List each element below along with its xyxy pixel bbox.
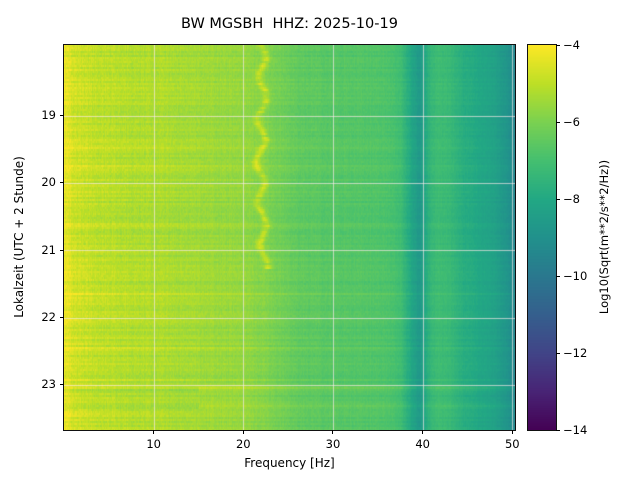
y-tick-mark	[60, 384, 64, 386]
x-tick-label: 20	[235, 437, 251, 451]
chart-title: BW MGSBH HHZ: 2025-10-19	[181, 16, 398, 32]
colorbar-tick-mark	[556, 121, 560, 123]
x-tick-label: 40	[415, 437, 430, 451]
colorbar-tick-label: −14	[563, 422, 588, 437]
y-tick-mark	[60, 249, 64, 251]
x-tick-mark	[332, 430, 334, 434]
y-tick-label: 19	[41, 108, 56, 123]
x-tick-label: 10	[146, 437, 161, 451]
x-tick-label: 30	[325, 437, 341, 451]
colorbar-tick-mark	[556, 275, 560, 277]
colorbar-tick-label: −10	[563, 268, 588, 283]
colorbar-tick-mark	[556, 429, 560, 431]
colorbar-label: Log10(Sqrt(m**2/s**2/Hz))	[597, 159, 611, 315]
y-tick-label: 21	[41, 242, 56, 257]
x-tick-label: 50	[504, 437, 520, 451]
y-tick-label: 23	[41, 377, 56, 392]
y-tick-mark	[60, 115, 64, 117]
y-tick-mark	[60, 182, 64, 184]
colorbar-tick-label: −8	[563, 191, 580, 206]
x-axis-label: Frequency [Hz]	[244, 456, 335, 470]
y-tick-label: 20	[41, 175, 56, 190]
x-tick-mark	[153, 430, 155, 434]
y-tick-label: 22	[41, 310, 56, 325]
x-tick-mark	[422, 430, 424, 434]
x-tick-mark	[242, 430, 244, 434]
colorbar-tick-mark	[556, 44, 560, 46]
spectrogram-canvas	[63, 44, 516, 431]
colorbar-tick-label: −12	[563, 345, 588, 360]
colorbar	[527, 44, 557, 431]
colorbar-tick-label: −6	[563, 114, 580, 129]
colorbar-tick-mark	[556, 352, 560, 354]
colorbar-tick-mark	[556, 198, 560, 200]
colorbar-tick-label: −4	[563, 37, 580, 52]
x-tick-mark	[511, 430, 513, 434]
y-tick-mark	[60, 317, 64, 319]
